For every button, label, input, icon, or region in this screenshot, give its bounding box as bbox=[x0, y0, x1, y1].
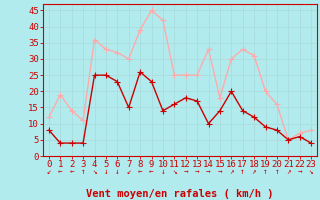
Text: ←: ← bbox=[58, 167, 63, 176]
Text: ↗: ↗ bbox=[252, 167, 256, 176]
Text: ↓: ↓ bbox=[161, 167, 165, 176]
Text: ↗: ↗ bbox=[286, 167, 291, 176]
Text: →: → bbox=[206, 167, 211, 176]
Text: ←: ← bbox=[149, 167, 154, 176]
Text: ↘: ↘ bbox=[92, 167, 97, 176]
Text: ↙: ↙ bbox=[126, 167, 131, 176]
Text: ↑: ↑ bbox=[275, 167, 279, 176]
Text: →: → bbox=[195, 167, 199, 176]
Text: →: → bbox=[183, 167, 188, 176]
Text: ←: ← bbox=[69, 167, 74, 176]
Text: ↑: ↑ bbox=[263, 167, 268, 176]
Text: ←: ← bbox=[138, 167, 142, 176]
Text: →: → bbox=[297, 167, 302, 176]
Text: ↘: ↘ bbox=[172, 167, 177, 176]
Text: ↘: ↘ bbox=[309, 167, 313, 176]
Text: ↙: ↙ bbox=[47, 167, 51, 176]
Text: ↑: ↑ bbox=[240, 167, 245, 176]
Text: ↓: ↓ bbox=[104, 167, 108, 176]
Text: ↓: ↓ bbox=[115, 167, 120, 176]
X-axis label: Vent moyen/en rafales ( km/h ): Vent moyen/en rafales ( km/h ) bbox=[86, 189, 274, 199]
Text: ↗: ↗ bbox=[229, 167, 234, 176]
Text: ↑: ↑ bbox=[81, 167, 85, 176]
Text: →: → bbox=[218, 167, 222, 176]
